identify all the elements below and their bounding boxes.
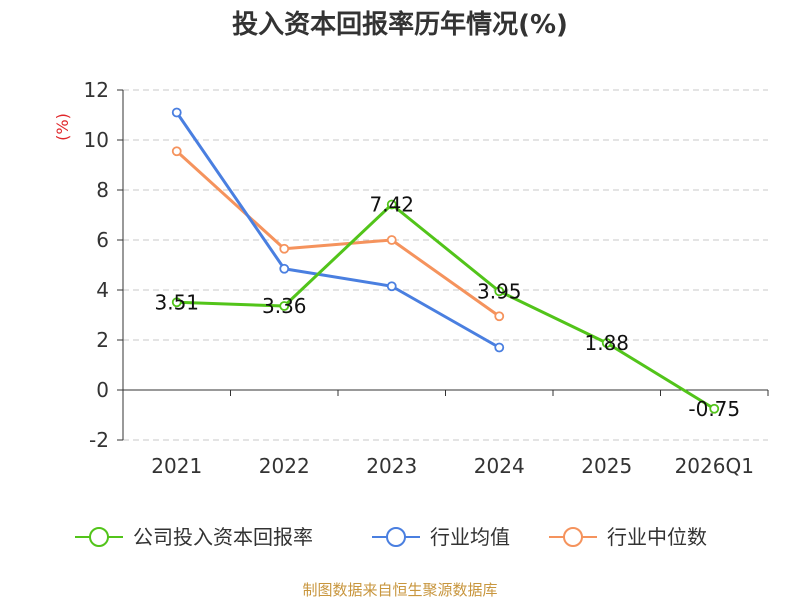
data-point-0-4 <box>601 338 612 348</box>
data-point-0-1 <box>279 301 290 311</box>
data-point-0-5 <box>709 403 720 414</box>
data-label-4: 1.88 <box>584 331 629 355</box>
series-points <box>171 107 720 414</box>
y-tick-label-4: 4 <box>96 278 109 302</box>
legend-marker-1 <box>386 527 406 547</box>
x-tick-label-2025: 2025 <box>581 454 632 478</box>
data-point-2-0 <box>171 146 182 157</box>
x-tick-label-2023: 2023 <box>366 454 417 478</box>
y-tick-label-2: 2 <box>96 328 109 352</box>
y-tick-labels: -2 0 2 4 6 8 10 12 <box>84 78 109 452</box>
legend: 公司投入资本回报率 行业均值 行业中位数 <box>75 525 707 549</box>
data-label-5: -0.75 <box>688 397 740 421</box>
data-point-1-0 <box>171 107 182 118</box>
data-label-3: 3.95 <box>477 279 522 303</box>
chart-title: 投入资本回报率历年情况(%) <box>232 9 568 40</box>
legend-label-2: 行业中位数 <box>607 525 707 549</box>
axes <box>117 89 769 441</box>
legend-marker-2 <box>563 527 583 547</box>
y-tick-label--2: -2 <box>89 428 109 452</box>
series-line-0 <box>176 203 716 411</box>
data-point-0-3 <box>494 286 505 297</box>
legend-item-0: 公司投入资本回报率 <box>75 525 313 549</box>
series-line-2 <box>175 150 501 318</box>
data-point-2-1 <box>279 243 290 254</box>
data-label-0: 3.51 <box>154 290 199 314</box>
legend-label-1: 行业均值 <box>430 525 510 549</box>
y-tick-label-8: 8 <box>96 178 109 202</box>
y-unit-label: (%) <box>53 113 72 141</box>
series-line-1 <box>175 111 500 349</box>
legend-item-2: 行业中位数 <box>549 525 707 549</box>
x-tick-label-2022: 2022 <box>259 454 310 478</box>
data-point-2-2 <box>386 235 397 245</box>
y-tick-label-0: 0 <box>96 378 109 402</box>
gridlines <box>123 89 768 441</box>
x-tick-labels: 2021 2022 2023 2024 2025 2026Q1 <box>151 454 754 478</box>
data-label-2: 7.42 <box>369 193 414 217</box>
data-point-1-3 <box>494 342 505 353</box>
y-tick-label-10: 10 <box>84 128 109 152</box>
y-tick-label-6: 6 <box>96 228 109 252</box>
data-labels: 3.51 3.36 7.42 3.95 1.88 -0.75 <box>154 193 740 421</box>
data-point-2-3 <box>494 311 505 322</box>
data-point-1-2 <box>386 281 397 292</box>
legend-marker-0 <box>89 527 109 547</box>
x-tick-label-2021: 2021 <box>151 454 202 478</box>
series-lines <box>175 111 716 411</box>
source-note: 制图数据来自恒生聚源数据库 <box>302 581 497 599</box>
data-point-0-2 <box>386 199 397 210</box>
x-tick-label-2024: 2024 <box>474 454 525 478</box>
y-tick-label-12: 12 <box>84 78 109 102</box>
data-point-1-1 <box>279 263 290 274</box>
data-point-0-0 <box>171 297 182 308</box>
legend-label-0: 公司投入资本回报率 <box>133 525 313 549</box>
legend-item-1: 行业均值 <box>372 525 510 549</box>
x-tick-label-2026Q1: 2026Q1 <box>675 454 754 478</box>
data-label-1: 3.36 <box>262 294 307 318</box>
